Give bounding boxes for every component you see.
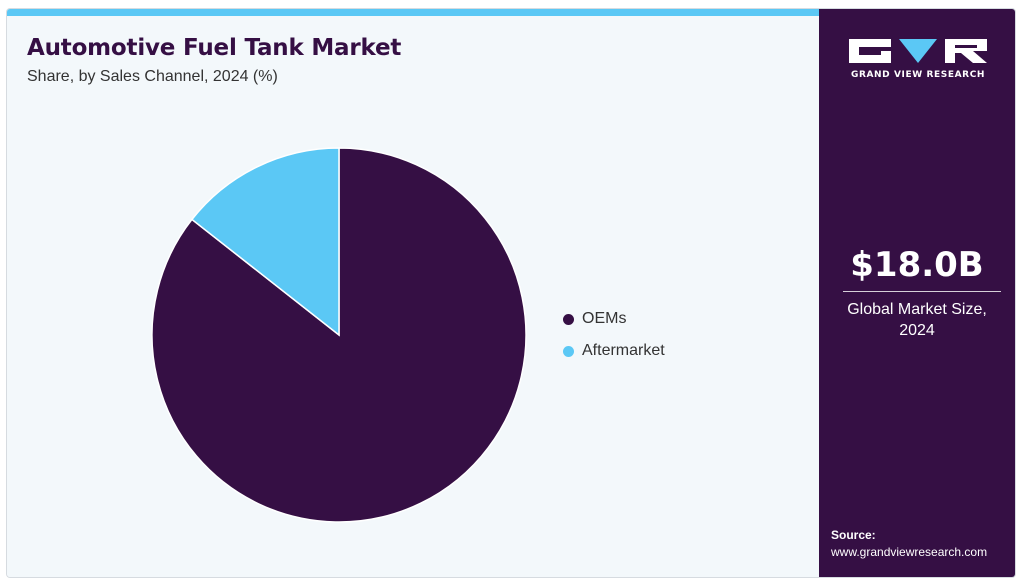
legend-label-aftermarket: Aftermarket [582,342,665,359]
chart-panel: Automotive Fuel Tank Market Share, by Sa… [7,9,819,577]
legend-item-aftermarket: Aftermarket [563,341,665,361]
market-size-label: Global Market Size, 2024 [829,299,1005,341]
source-title: Source: [831,528,876,542]
source-url[interactable]: www.grandviewresearch.com [831,545,988,559]
market-size-value: $18.0B [850,245,984,285]
legend-swatch-aftermarket [563,345,574,357]
accent-bar [7,9,819,16]
summary-sidebar: GRAND VIEW RESEARCH $18.0B Global Market… [819,9,1015,577]
market-size-label-line2: 2024 [899,322,935,339]
brand-name: GRAND VIEW RESEARCH [850,70,986,80]
legend-swatch-oems [563,313,574,325]
grand-view-research-logo [849,39,987,63]
pie-chart [151,147,527,523]
metric-divider [843,291,1001,292]
chart-legend: OEMs Aftermarket [563,309,665,373]
market-size-label-line1: Global Market Size, [847,301,987,318]
legend-item-oems: OEMs [563,309,665,329]
page-subtitle: Share, by Sales Channel, 2024 (%) [27,68,278,85]
report-card: Automotive Fuel Tank Market Share, by Sa… [6,8,1016,578]
page-title: Automotive Fuel Tank Market [27,35,402,61]
legend-label-oems: OEMs [582,310,627,327]
pie-slice-aftermarket [190,147,340,337]
